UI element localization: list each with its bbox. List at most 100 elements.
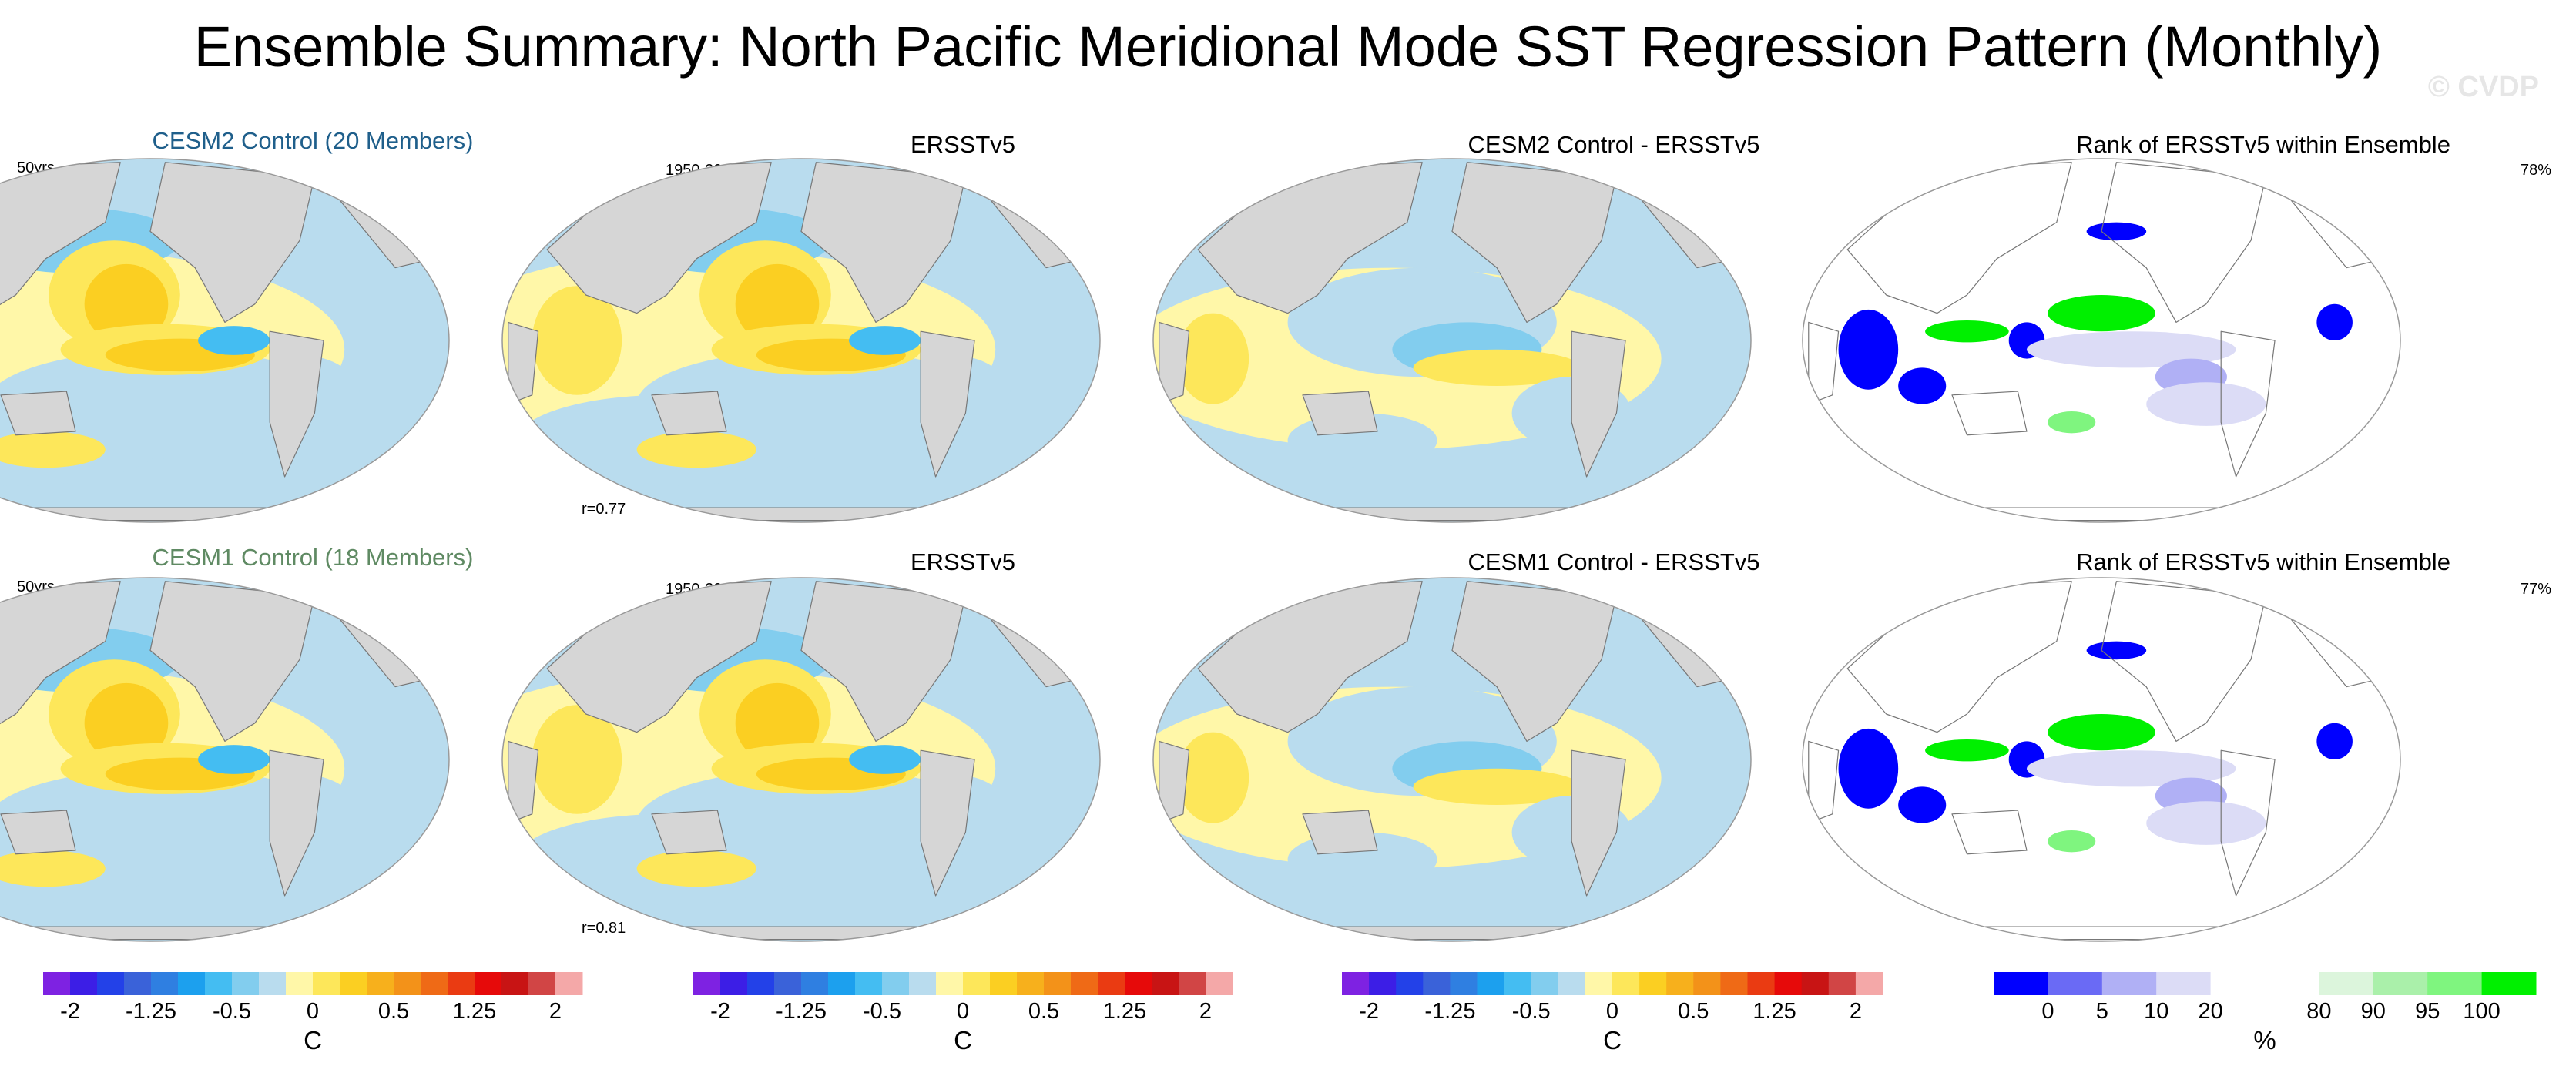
map-anomaly [2027, 331, 2236, 368]
map-sst [502, 578, 1100, 941]
map-land [0, 581, 121, 733]
figure-title: Ensemble Summary: North Pacific Meridion… [193, 15, 2383, 79]
map-anomaly [1898, 786, 1947, 823]
colorbar-swatch [1774, 972, 1803, 995]
map-land [591, 926, 1011, 941]
panel-title-model-row1: CESM2 Control (20 Members) [152, 127, 474, 154]
map-land [0, 507, 361, 521]
colorbar-swatch [475, 972, 502, 995]
colorbar-swatch [313, 972, 340, 995]
map-land [1571, 330, 1626, 478]
map-border [1802, 158, 2401, 523]
colorbar-swatch [1125, 972, 1152, 995]
map-anomaly [849, 326, 921, 355]
colorbar-swatch [855, 972, 883, 995]
map-border [0, 158, 450, 523]
colorbar-swatch [1477, 972, 1505, 995]
map-anomaly [532, 705, 622, 814]
map-anomaly [2048, 830, 2096, 853]
colorbar-swatch [43, 972, 71, 995]
colorbar-tick-label: 0 [307, 999, 319, 1024]
colorbar-swatch [367, 972, 394, 995]
map-land [920, 330, 975, 478]
colorbar-sst-2: -2 -1.25 -0.5 0 0.5 1.25 2 C [693, 972, 1233, 1055]
colorbar-swatch [1369, 972, 1397, 995]
colorbar-swatch [1179, 972, 1206, 995]
colorbar-swatch [990, 972, 1018, 995]
colorbar-swatch [1801, 972, 1830, 995]
panel-title-rank-row2: Rank of ERSSTv5 within Ensemble [2076, 548, 2450, 575]
panel-title-obs-row2: ERSSTv5 [910, 548, 1016, 575]
colorbar-swatch [394, 972, 421, 995]
colorbar-tick-label: -0.5 [863, 999, 901, 1024]
map-anomaly [735, 682, 820, 763]
map-anomaly [2316, 303, 2353, 340]
colorbar-sst-3: -2 -1.25 -0.5 0 0.5 1.25 2 C [1342, 972, 1883, 1055]
map-diff [1153, 159, 1751, 522]
colorbar-swatch [178, 972, 206, 995]
colorbar-unit: C [1603, 1026, 1622, 1055]
colorbar-tick-label: -0.5 [213, 999, 251, 1024]
pattern-corr-row2: r=0.81 [582, 920, 626, 937]
map-border [501, 158, 1101, 523]
map-anomaly [1925, 320, 2009, 343]
map-land [1951, 810, 2028, 855]
colorbar-swatch [1423, 972, 1451, 995]
colorbar-unit: C [954, 1026, 972, 1055]
map-anomaly [2048, 411, 2096, 434]
colorbar-tick-label: 90 [2361, 999, 2386, 1024]
colorbar-tick-label: 0.5 [1678, 999, 1709, 1024]
colorbar-swatch [2101, 972, 2157, 995]
map-anomaly [1838, 728, 1899, 809]
colorbar-swatch [1206, 972, 1233, 995]
map-rank [1803, 578, 2400, 941]
rank-percent-row2: 77% [2521, 581, 2552, 598]
map-land [269, 749, 324, 897]
colorbar-tick-label: 20 [2198, 999, 2222, 1024]
colorbar-swatch [1450, 972, 1478, 995]
colorbar-swatch [2210, 972, 2266, 995]
colorbar-tick-label: 2 [1850, 999, 1862, 1024]
colorbar-swatch [1747, 972, 1776, 995]
map-anomaly [1925, 739, 2009, 762]
colorbar-tick-label: 10 [2144, 999, 2168, 1024]
colorbar-swatch [151, 972, 179, 995]
colorbar-swatch [124, 972, 152, 995]
map-land [591, 507, 1011, 521]
map-sst [502, 159, 1100, 522]
colorbar-swatch [1098, 972, 1125, 995]
colorbar-swatch [1994, 972, 2048, 995]
map-anomaly [532, 286, 622, 395]
panel-title-rank-row1: Rank of ERSSTv5 within Ensemble [2076, 131, 2450, 158]
map-anomaly [1413, 349, 1581, 386]
map-anomaly [198, 745, 270, 774]
map-land [269, 330, 324, 478]
map-anomaly [1177, 732, 1249, 823]
map-sst [0, 159, 449, 522]
colorbar-tick-label: -2 [60, 999, 80, 1024]
colorbar-sst-1: -2 -1.25 -0.5 0 0.5 1.25 2 C [43, 972, 583, 1055]
map-land [1242, 507, 1662, 521]
map-anomaly [2146, 382, 2266, 426]
colorbar-tick-label: 0 [957, 999, 969, 1024]
map-land [1302, 391, 1378, 436]
map-rank [1803, 159, 2400, 522]
map-land [1242, 926, 1662, 941]
colorbar-swatch [1612, 972, 1640, 995]
colorbar-tick-label: 95 [2415, 999, 2440, 1024]
map-diff [1153, 578, 1751, 941]
map-land [1571, 749, 1626, 897]
colorbar-swatch [1017, 972, 1045, 995]
colorbar-swatch [909, 972, 937, 995]
colorbar-swatch [70, 972, 98, 995]
colorbar-swatch [693, 972, 721, 995]
map-anomaly [0, 431, 106, 468]
map-anomaly [1838, 309, 1899, 390]
colorbar-rank: 0 5 10 20 80 90 95 100% [1994, 972, 2537, 1055]
colorbar-swatch [1152, 972, 1179, 995]
map-anomaly [2027, 750, 2236, 787]
map-land [1846, 162, 2072, 314]
colorbar-swatch [1585, 972, 1613, 995]
colorbar-swatch [286, 972, 314, 995]
